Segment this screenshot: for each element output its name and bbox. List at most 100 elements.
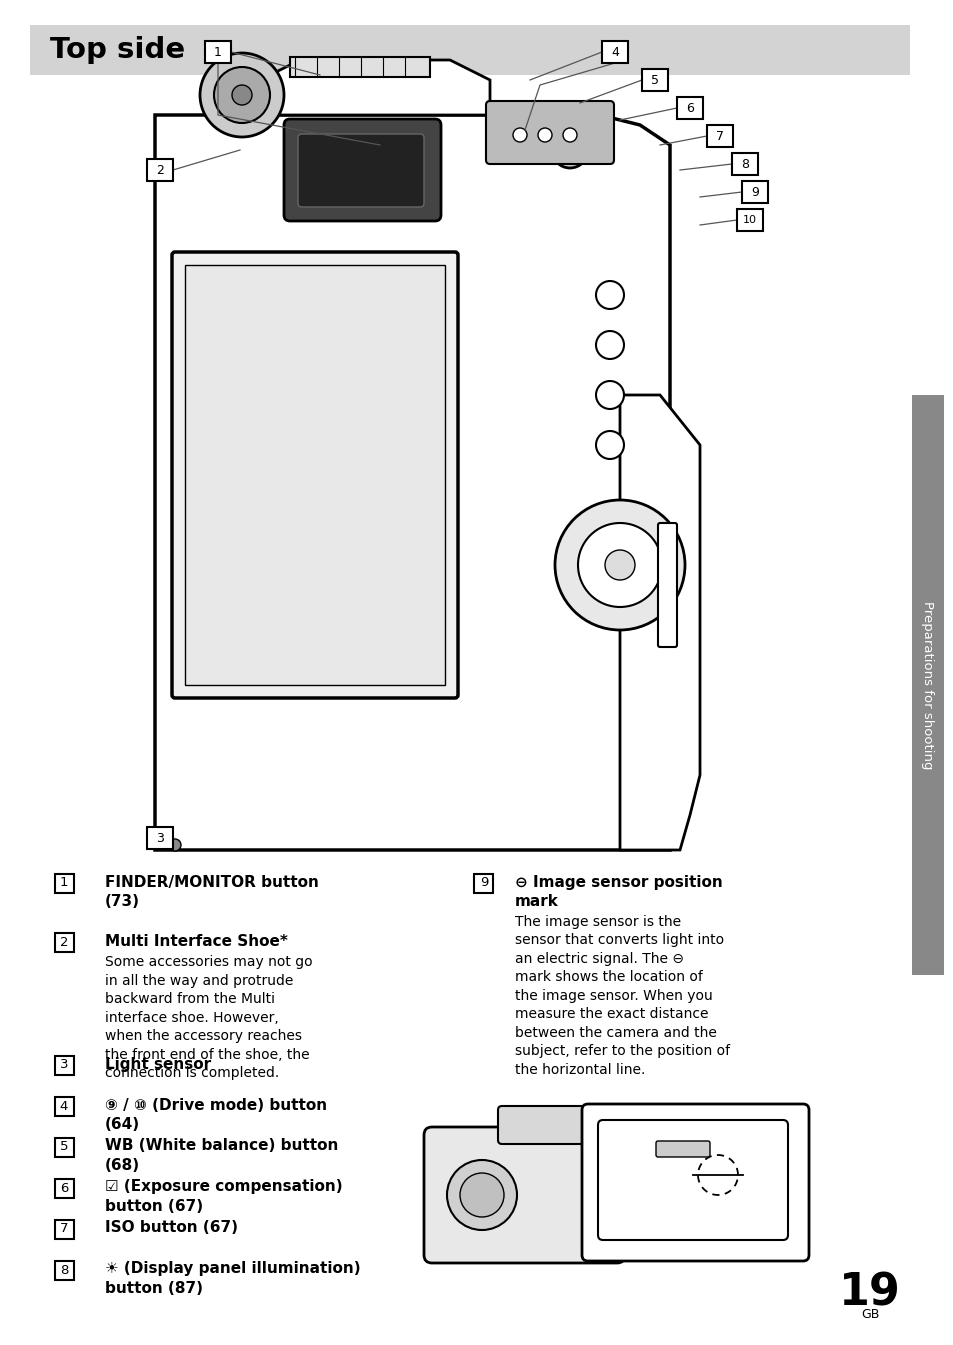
Text: Preparations for shooting: Preparations for shooting [921, 601, 934, 769]
Circle shape [559, 140, 579, 160]
FancyBboxPatch shape [54, 1260, 73, 1279]
FancyBboxPatch shape [656, 1141, 709, 1157]
Text: 3: 3 [60, 1059, 69, 1072]
Text: 7: 7 [716, 129, 723, 143]
FancyBboxPatch shape [737, 208, 762, 231]
Text: 5: 5 [60, 1141, 69, 1154]
Text: button (67): button (67) [105, 1198, 203, 1215]
Text: 1: 1 [213, 46, 222, 58]
Text: The image sensor is the: The image sensor is the [515, 915, 680, 929]
Bar [911, 395, 943, 975]
FancyBboxPatch shape [658, 523, 677, 647]
Polygon shape [154, 116, 669, 850]
FancyBboxPatch shape [205, 40, 231, 63]
Text: 9: 9 [750, 186, 759, 199]
Text: an electric signal. The ⊖: an electric signal. The ⊖ [515, 952, 683, 966]
FancyBboxPatch shape [54, 932, 73, 951]
Text: between the camera and the: between the camera and the [515, 1026, 716, 1040]
Text: 1: 1 [60, 877, 69, 889]
Text: 4: 4 [60, 1099, 68, 1112]
FancyBboxPatch shape [54, 873, 73, 893]
FancyBboxPatch shape [185, 265, 444, 685]
Bar [30, 26, 909, 75]
FancyBboxPatch shape [474, 873, 493, 893]
Text: 8: 8 [60, 1263, 68, 1276]
Circle shape [596, 381, 623, 409]
FancyBboxPatch shape [54, 1056, 73, 1075]
FancyBboxPatch shape [147, 827, 172, 849]
Circle shape [562, 128, 577, 143]
Text: Top side: Top side [50, 36, 185, 65]
Text: Some accessories may not go: Some accessories may not go [105, 955, 313, 970]
Circle shape [596, 331, 623, 359]
Text: ISO button (67): ISO button (67) [105, 1220, 237, 1236]
FancyBboxPatch shape [731, 153, 758, 175]
Text: the image sensor. When you: the image sensor. When you [515, 989, 712, 1003]
Text: the horizontal line.: the horizontal line. [515, 1063, 644, 1077]
Circle shape [552, 132, 587, 168]
FancyBboxPatch shape [485, 101, 614, 164]
FancyBboxPatch shape [741, 182, 767, 203]
Text: the front end of the shoe, the: the front end of the shoe, the [105, 1048, 310, 1061]
FancyBboxPatch shape [284, 118, 440, 221]
Text: 2: 2 [60, 936, 69, 948]
Circle shape [578, 523, 661, 607]
Text: 8: 8 [740, 157, 748, 171]
Polygon shape [260, 61, 490, 116]
FancyBboxPatch shape [297, 134, 423, 207]
Text: subject, refer to the position of: subject, refer to the position of [515, 1044, 729, 1059]
Text: GB: GB [860, 1309, 879, 1322]
Circle shape [447, 1159, 517, 1229]
Text: 9: 9 [479, 877, 488, 889]
Bar [290, 56, 430, 77]
Circle shape [169, 839, 181, 851]
Circle shape [232, 85, 252, 105]
Text: FINDER/MONITOR button: FINDER/MONITOR button [105, 874, 318, 889]
FancyBboxPatch shape [677, 97, 702, 118]
Circle shape [596, 430, 623, 459]
FancyBboxPatch shape [147, 159, 172, 182]
Text: connection is completed.: connection is completed. [105, 1067, 279, 1080]
Circle shape [213, 67, 270, 122]
Text: ⊖ Image sensor position: ⊖ Image sensor position [515, 874, 722, 889]
Text: mark shows the location of: mark shows the location of [515, 970, 702, 985]
Text: (64): (64) [105, 1116, 140, 1132]
Text: Multi Interface Shoe*: Multi Interface Shoe* [105, 933, 288, 948]
Circle shape [596, 281, 623, 309]
Circle shape [555, 500, 684, 629]
Circle shape [200, 52, 284, 137]
Text: (68): (68) [105, 1158, 140, 1173]
Circle shape [513, 128, 526, 143]
FancyBboxPatch shape [601, 40, 627, 63]
Text: ⑨ / ⑩ (Drive mode) button: ⑨ / ⑩ (Drive mode) button [105, 1098, 327, 1112]
FancyBboxPatch shape [172, 252, 457, 698]
Text: 6: 6 [685, 101, 693, 114]
Polygon shape [619, 395, 700, 850]
Text: 3: 3 [156, 831, 164, 845]
Text: ☑ (Exposure compensation): ☑ (Exposure compensation) [105, 1180, 342, 1194]
Text: ☀ (Display panel illumination): ☀ (Display panel illumination) [105, 1262, 360, 1276]
FancyBboxPatch shape [54, 1096, 73, 1115]
Text: when the accessory reaches: when the accessory reaches [105, 1029, 302, 1044]
FancyBboxPatch shape [423, 1127, 624, 1263]
FancyBboxPatch shape [598, 1120, 787, 1240]
Text: mark: mark [515, 894, 558, 909]
Text: in all the way and protrude: in all the way and protrude [105, 974, 294, 987]
Circle shape [537, 128, 552, 143]
Text: Light sensor: Light sensor [105, 1057, 211, 1072]
Text: WB (White balance) button: WB (White balance) button [105, 1138, 338, 1154]
Text: sensor that converts light into: sensor that converts light into [515, 933, 723, 947]
Text: (73): (73) [105, 894, 140, 909]
Text: 10: 10 [742, 215, 757, 225]
Text: 4: 4 [611, 46, 618, 58]
Text: interface shoe. However,: interface shoe. However, [105, 1011, 278, 1025]
Text: 7: 7 [60, 1223, 69, 1236]
FancyBboxPatch shape [641, 69, 667, 91]
Text: 2: 2 [156, 164, 164, 176]
FancyBboxPatch shape [706, 125, 732, 147]
FancyBboxPatch shape [54, 1178, 73, 1197]
Text: 5: 5 [650, 74, 659, 86]
FancyBboxPatch shape [54, 1220, 73, 1239]
Text: backward from the Multi: backward from the Multi [105, 993, 274, 1006]
FancyBboxPatch shape [497, 1106, 585, 1145]
